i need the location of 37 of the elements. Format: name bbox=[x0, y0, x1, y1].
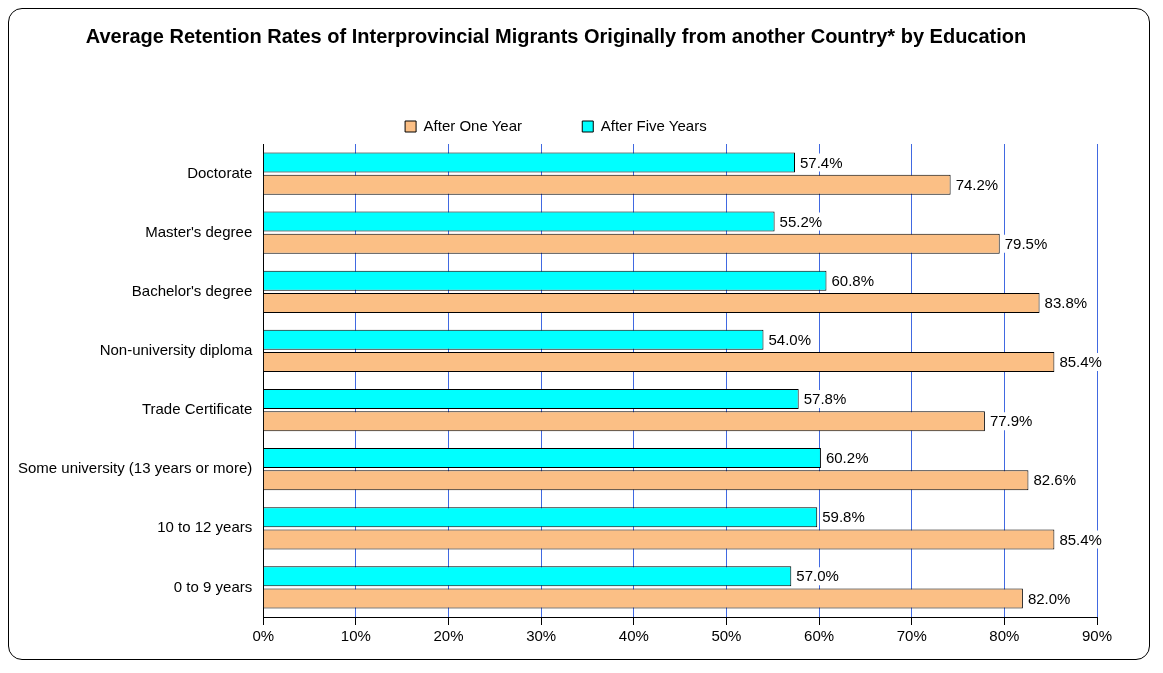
x-tick-label: 90% bbox=[1081, 627, 1113, 645]
y-tick-label: Non-university diploma bbox=[99, 341, 253, 359]
x-tick-label: 20% bbox=[433, 627, 464, 645]
chart-title: Average Retention Rates of Interprovincial Migrants Originally from another Country* by Education bbox=[85, 24, 1027, 47]
data-label: 60.8% bbox=[831, 271, 875, 289]
x-tick-label: 80% bbox=[989, 627, 1020, 645]
data-label: 82.0% bbox=[1027, 589, 1071, 607]
data-label: 55.2% bbox=[779, 212, 823, 230]
data-label: 85.4% bbox=[1059, 353, 1102, 371]
data-label: 57.4% bbox=[799, 153, 843, 171]
data-label: 79.5% bbox=[1004, 234, 1048, 252]
data-label: 83.8% bbox=[1044, 294, 1088, 312]
legend-label: After One Year bbox=[423, 116, 522, 134]
y-tick-label: Some university (13 years or more) bbox=[17, 459, 253, 477]
data-label: 74.2% bbox=[955, 175, 999, 193]
y-tick-label: Trade Certificate bbox=[141, 400, 253, 418]
x-tick-label: 40% bbox=[618, 627, 649, 645]
y-tick-label: Bachelor's degree bbox=[131, 281, 253, 299]
legend-label: After Five Years bbox=[600, 116, 707, 134]
data-label: 60.2% bbox=[825, 449, 869, 467]
data-label: 57.8% bbox=[803, 390, 847, 408]
x-tick-label: 70% bbox=[896, 627, 927, 645]
x-tick-label: 60% bbox=[804, 627, 835, 645]
x-tick-label: 30% bbox=[526, 627, 557, 645]
data-label: 82.6% bbox=[1033, 471, 1076, 489]
x-tick-label: 10% bbox=[340, 627, 371, 645]
y-tick-label: Doctorate bbox=[187, 163, 253, 181]
data-label: 57.0% bbox=[796, 567, 839, 585]
data-label: 77.9% bbox=[989, 412, 1033, 430]
x-tick-label: 50% bbox=[711, 627, 742, 645]
y-tick-label: 10 to 12 years bbox=[157, 518, 253, 536]
data-label: 85.4% bbox=[1059, 530, 1102, 548]
x-tick-label: 0% bbox=[252, 627, 275, 645]
y-tick-label: 0 to 9 years bbox=[173, 577, 253, 595]
data-label: 59.8% bbox=[822, 508, 865, 526]
data-label: 54.0% bbox=[768, 330, 812, 348]
y-tick-label: Master's degree bbox=[145, 222, 253, 240]
